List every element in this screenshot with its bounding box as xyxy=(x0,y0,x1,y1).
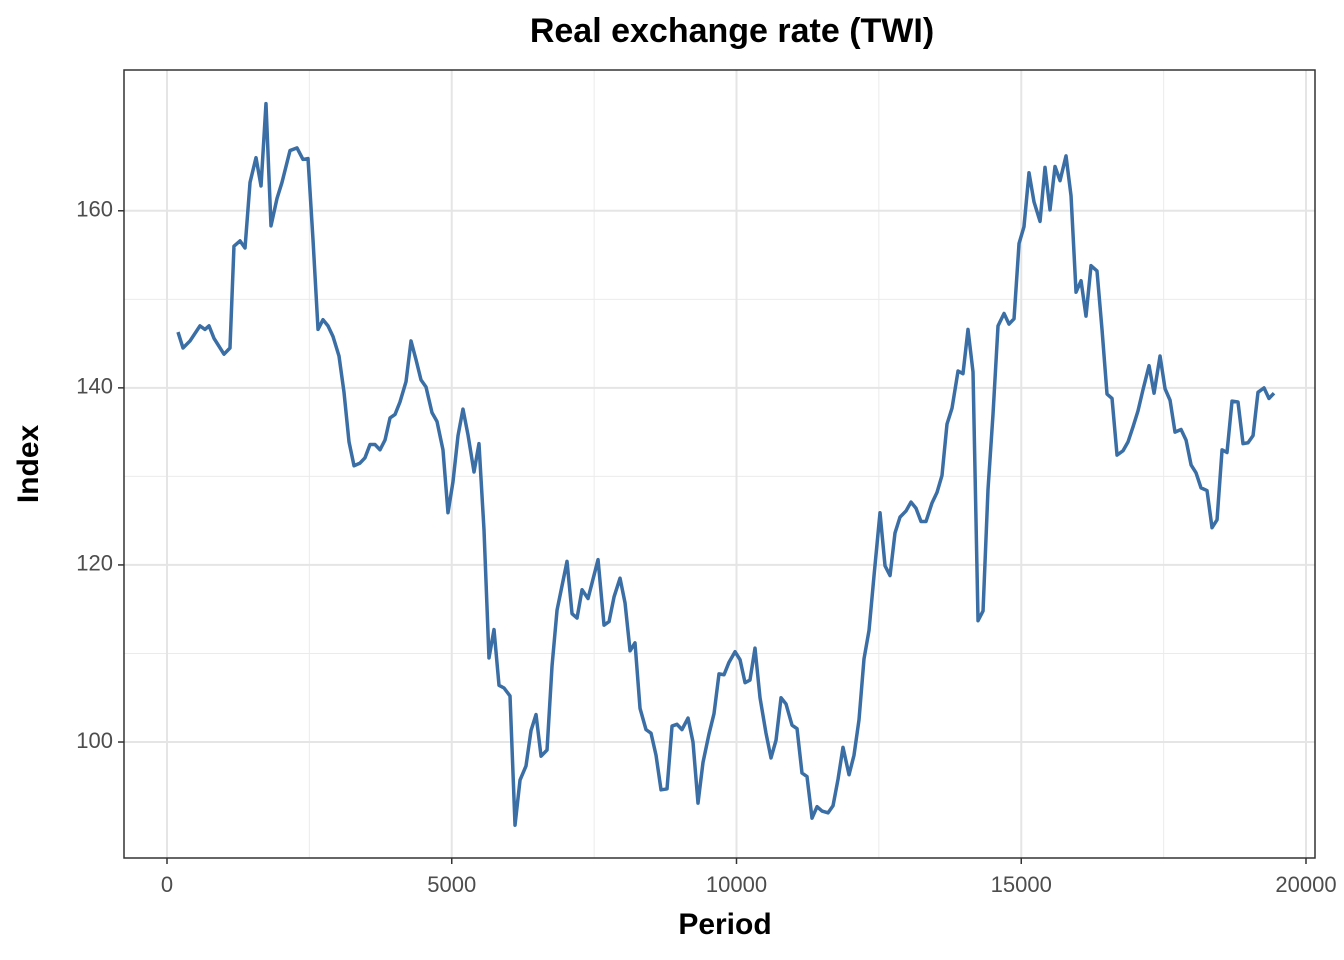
x-tick-label: 10000 xyxy=(706,872,767,897)
y-tick-label: 140 xyxy=(76,374,113,399)
x-axis-title: Period xyxy=(678,908,771,941)
x-tick-label: 20000 xyxy=(1275,872,1336,897)
x-tick-label: 0 xyxy=(161,872,173,897)
y-tick-label: 160 xyxy=(76,197,113,222)
x-tick-label: 5000 xyxy=(427,872,476,897)
y-tick-label: 120 xyxy=(76,551,113,576)
chart-title: Real exchange rate (TWI) xyxy=(530,12,934,50)
data-line xyxy=(176,101,1276,827)
y-tick-label: 100 xyxy=(76,728,113,753)
y-axis-title: Index xyxy=(12,425,45,504)
panel-border xyxy=(123,69,1316,859)
x-tick-label: 15000 xyxy=(991,872,1052,897)
